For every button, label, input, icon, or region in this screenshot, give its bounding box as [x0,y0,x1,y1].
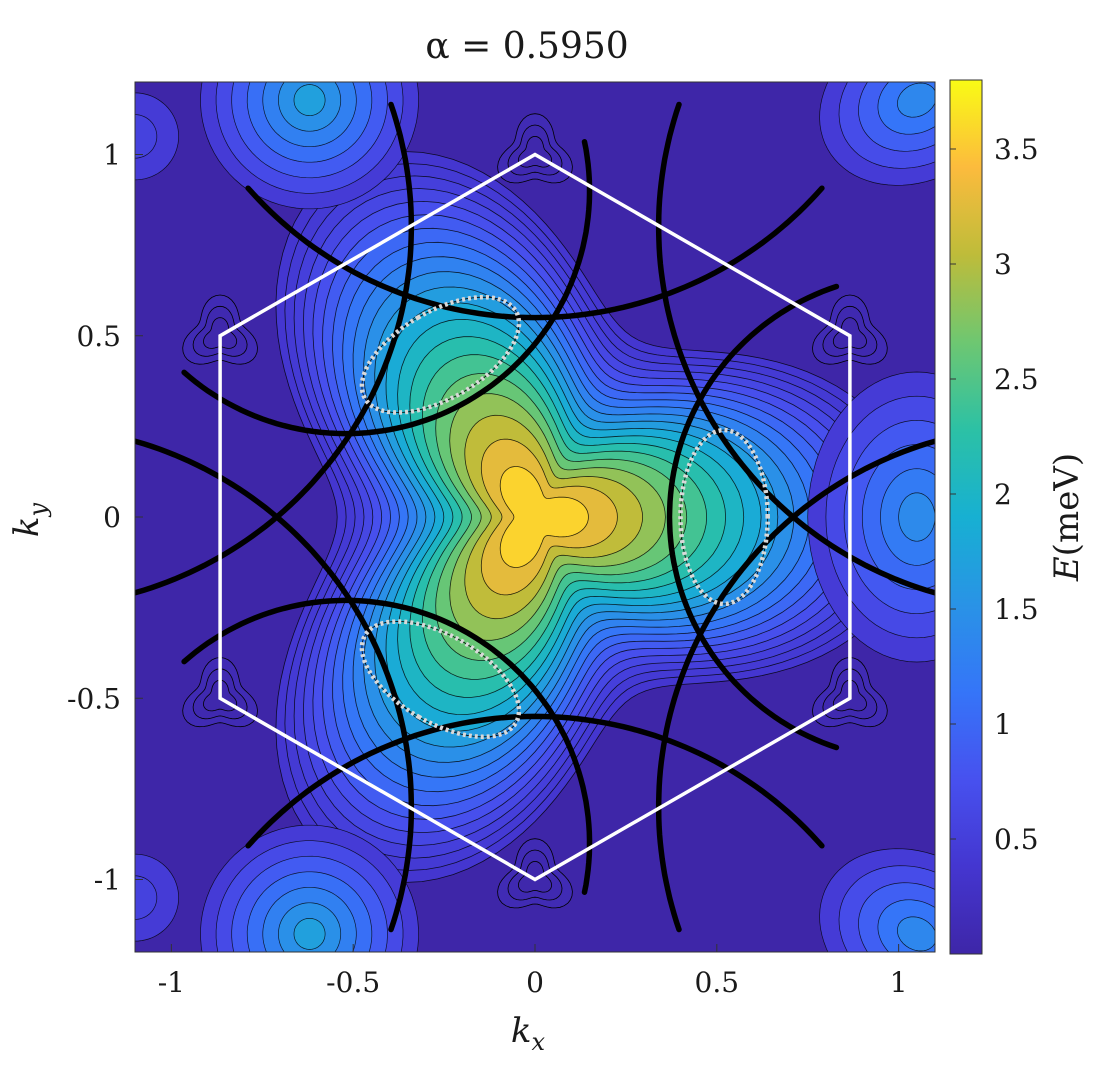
dotted-pockets [359,294,770,740]
edge-lobe [897,82,935,118]
x-tick-label: -1 [158,966,185,999]
x-axis-label: kx [511,1011,546,1056]
thick-contour [245,185,825,321]
thick-contour [655,438,935,933]
colorbar-tick-label: 2.5 [994,363,1039,396]
thick-contour [135,101,415,596]
chart-title: α = 0.5950 [425,26,628,67]
y-tick-label: -1 [94,864,121,897]
thick-contour [181,597,593,895]
colorbar-label: E(meV) [1047,453,1087,582]
colorbar-tick-label: 1 [994,708,1012,741]
x-tick-label: 0 [526,966,544,999]
x-tick-label: 0.5 [695,966,740,999]
y-tick-label: 1 [103,139,121,172]
dotted-pocket [359,619,522,740]
plot-area [134,81,936,953]
edge-lobe [293,84,326,117]
thick-contour-lines [135,101,935,933]
y-tick-label: -0.5 [67,682,121,715]
thick-contour [181,139,593,437]
thick-contour [135,438,415,933]
colorbar-tick-label: 3.5 [994,133,1039,166]
colorbar-tick-label: 1.5 [994,593,1039,626]
brillouin-zone-hexagon [218,152,852,882]
corner-minimum-contour [517,860,553,893]
thick-contour [245,713,825,849]
colorbar-ticks: 0.5 1 1.5 2 2.5 3 3.5 [950,133,1039,856]
colorbar-gradient [949,79,983,955]
x-tick-label: 1 [890,966,908,999]
hexagon-outline [218,152,852,882]
edge-lobe [293,917,326,950]
thick-contour [666,283,840,751]
edge-lobe [135,875,158,920]
dotted-pocket [678,427,770,607]
colorbar-tick-label: 2 [994,478,1012,511]
thick-contour [655,101,935,596]
colorbar-tick-label: 3 [994,248,1012,281]
corner-minimum-contour [832,317,867,349]
edge-lobe [898,492,935,542]
colorbar-tick-label: 0.5 [994,823,1039,856]
y-axis-label: ky [7,502,52,537]
corner-minimum-contour [203,317,238,349]
edge-lobe [135,114,158,159]
edge-lobe [897,916,935,952]
x-axis-ticks: -1 -0.5 0 0.5 1 [158,944,908,999]
contour-fills [135,82,935,952]
central-contour-level [499,466,589,568]
y-tick-label: 0.5 [76,320,121,353]
y-axis-ticks: -1 -0.5 0 0.5 1 [67,139,143,897]
y-tick-label: 0 [103,501,121,534]
x-tick-label: -0.5 [326,966,380,999]
colorbar: 0.5 1 1.5 2 2.5 3 3.5 E(meV) [949,79,1087,955]
dotted-pocket [359,294,522,415]
